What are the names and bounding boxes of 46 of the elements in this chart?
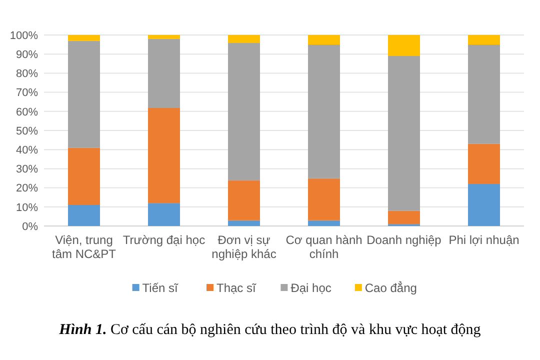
y-tick-label: 20%: [16, 182, 38, 195]
y-tick-label: 0%: [22, 220, 38, 233]
x-tick-label: Phi lợi nhuận: [448, 233, 520, 247]
bar: [228, 35, 260, 43]
legend-label: Tiến sĩ: [142, 281, 179, 296]
y-tick-label: 50%: [16, 125, 38, 138]
x-tick-label: Trường đại học: [122, 233, 206, 247]
bar: [308, 35, 340, 45]
legend-label: Đại học: [290, 281, 332, 296]
bar: [308, 220, 340, 226]
bar: [68, 35, 100, 41]
bar: [468, 144, 500, 184]
text: Hình 1.: [58, 322, 107, 338]
x-tick-label: Cơ quan hành chính: [286, 233, 362, 261]
bar: [148, 38, 180, 108]
x-tick-label: Đơn vị sự nghiệp khác: [212, 233, 276, 261]
x-tick-label: Viện, trung tâm NC&PT: [52, 233, 117, 261]
bar: [468, 44, 500, 144]
y-tick-label: 40%: [16, 144, 38, 156]
bar: [388, 210, 420, 224]
bar: [148, 35, 180, 39]
bar: [468, 184, 500, 226]
text: Cơ cấu cán bộ nghiên cứu theo trình độ và khu vực hoạt động: [106, 322, 482, 338]
y-tick-label: 90%: [16, 48, 38, 61]
y-tick-label: 10%: [16, 202, 38, 214]
legend-label: Cao đẳng: [364, 281, 417, 296]
y-tick-label: 80%: [16, 68, 38, 80]
bar: [228, 42, 260, 180]
bar: [228, 220, 260, 226]
bar: [308, 178, 340, 220]
y-tick-label: 30%: [16, 164, 38, 176]
bar: [308, 44, 340, 178]
y-tick-label: 100%: [10, 30, 38, 42]
bar: [468, 35, 500, 45]
bar: [68, 148, 100, 205]
bar: [68, 204, 100, 226]
bar: [388, 56, 420, 211]
legend-label: Thạc sĩ: [216, 281, 257, 296]
y-tick-label: 70%: [16, 87, 38, 100]
bar: [228, 180, 260, 220]
bar: [68, 40, 100, 148]
x-tick-label: Doanh nghiệp: [366, 233, 442, 247]
bar: [148, 108, 180, 204]
bar: [148, 203, 180, 226]
bar: [388, 35, 420, 56]
y-tick-label: 60%: [16, 106, 38, 118]
